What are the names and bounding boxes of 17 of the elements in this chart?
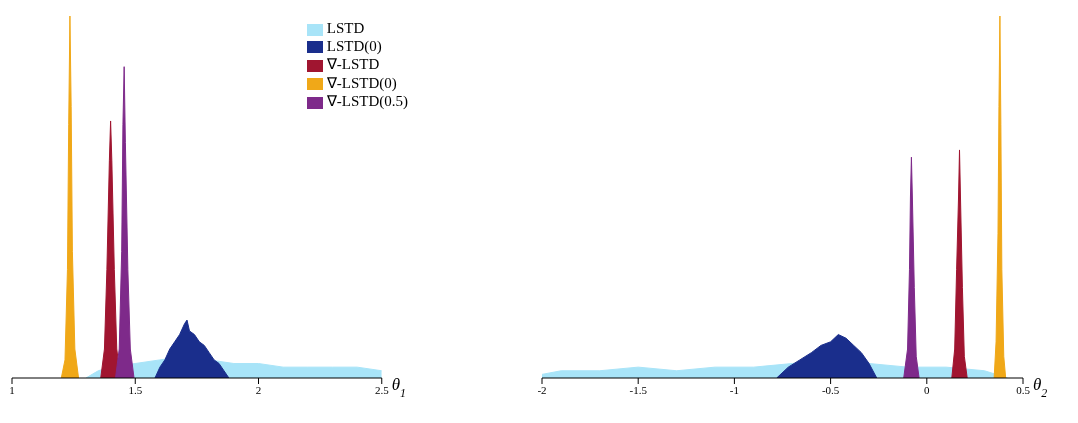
x-tick-label: 2.5: [374, 383, 390, 396]
x-axis-title: θ$_{2}$: [1033, 375, 1048, 400]
legend-label: LSTD: [326, 20, 365, 36]
x-tick-label: -1: [729, 383, 739, 396]
legend-label: ∇-LSTD: [326, 56, 380, 73]
x-tick-label: 1: [9, 383, 15, 396]
legend-label: ∇-LSTD(0): [326, 74, 397, 91]
x-tick-label: -1.5: [629, 383, 648, 396]
x-axis-title: θ$_{1}$: [391, 375, 407, 400]
legend-label: LSTD(0): [326, 37, 382, 54]
x-tick-label: 2: [255, 383, 262, 396]
x-tick-label: 0: [924, 383, 931, 396]
x-tick-label: -2: [537, 383, 547, 396]
x-tick-label: 0.5: [1016, 383, 1031, 396]
legend-label: ∇-LSTD(0.5): [326, 93, 408, 110]
x-tick-label: 1.5: [128, 383, 143, 396]
x-tick-label: -0.5: [821, 383, 840, 396]
